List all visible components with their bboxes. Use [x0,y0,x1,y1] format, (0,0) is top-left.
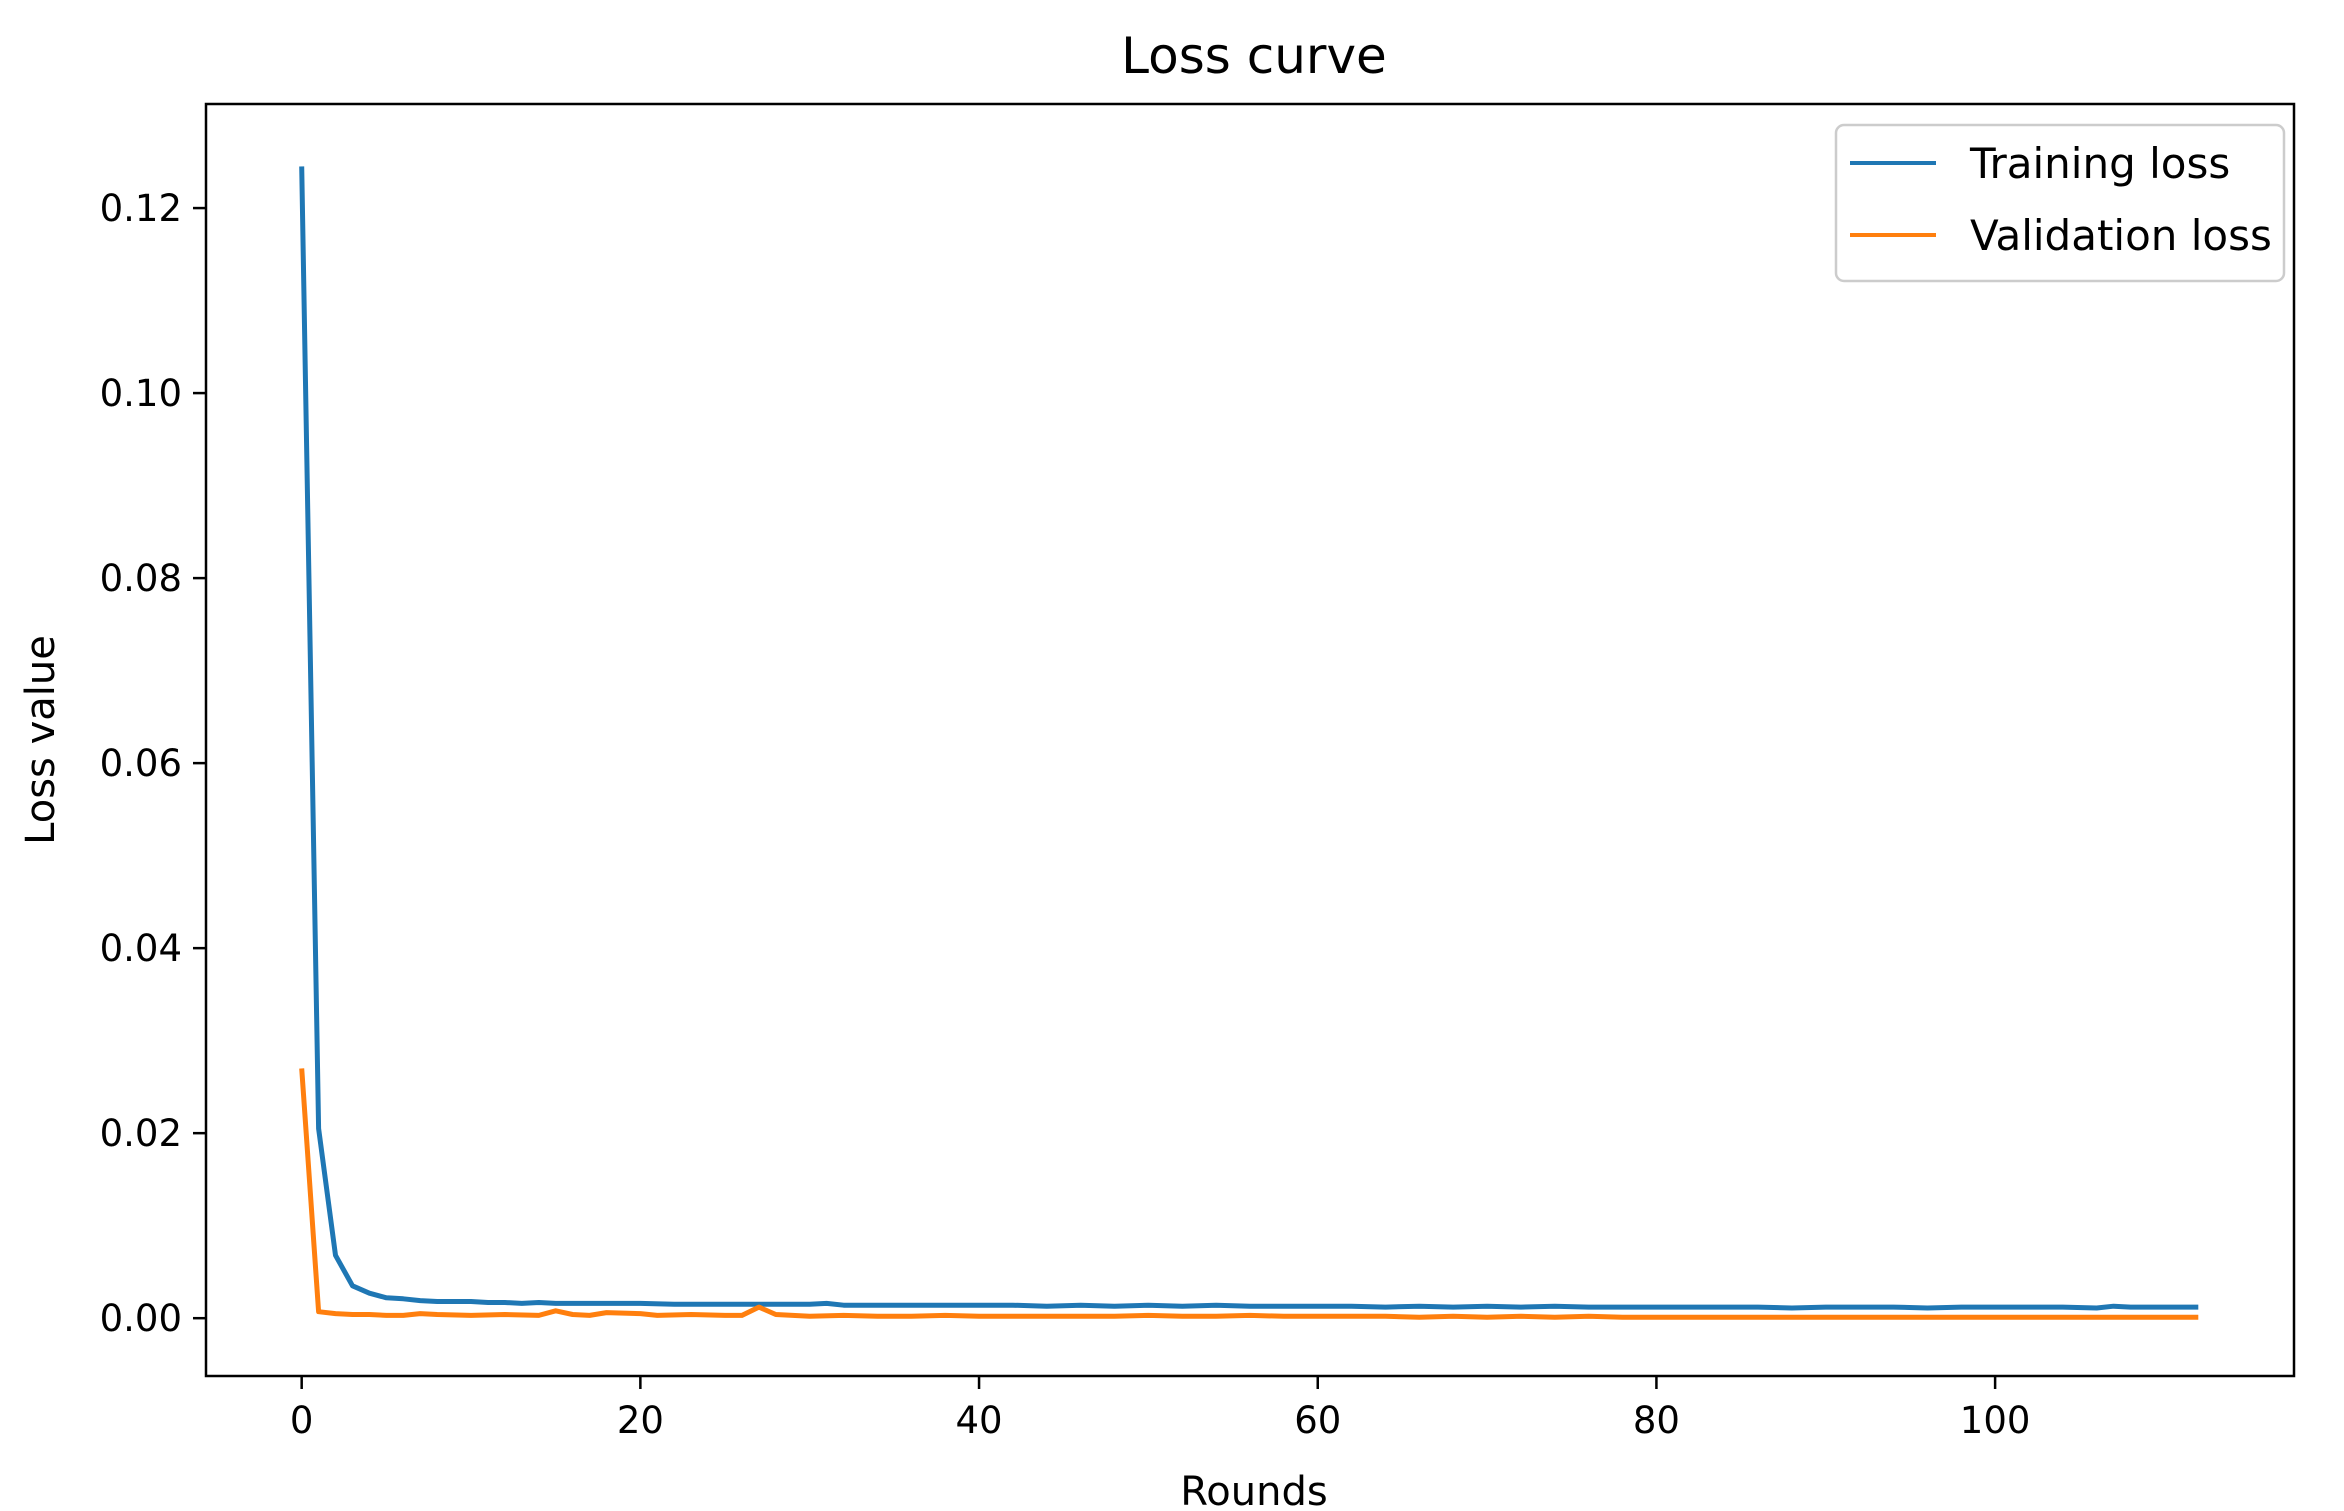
x-axis-ticks: 0 20 40 60 80 100 [290,1376,2031,1442]
x-tick-label: 60 [1294,1399,1341,1442]
y-tick-label: 0.12 [100,187,182,230]
plot-background [206,104,2294,1376]
series-layer [299,166,2199,1320]
legend-label-validation-loss: Validation loss [1970,211,2272,260]
y-tick-label: 0.06 [100,742,182,785]
plot-frame [204,102,2296,1378]
x-tick-label: 40 [956,1399,1003,1442]
series-line-validation-loss [299,1068,2199,1320]
y-axis-label: Loss value [18,635,64,845]
plot-area [204,102,2296,1378]
y-tick-label: 0.00 [100,1297,182,1340]
y-axis-ticks: 0.00 0.02 0.04 0.06 0.08 0.10 0.12 [100,187,206,1340]
y-tick-label: 0.04 [100,927,182,970]
x-tick-label: 0 [290,1399,314,1442]
x-axis-label: Rounds [1180,1469,1327,1511]
legend-label-training-loss: Training loss [1969,139,2230,188]
y-tick-label: 0.10 [100,372,182,415]
legend-frame [1834,123,2286,283]
y-tick-label: 0.02 [100,1112,182,1155]
y-tick-label: 0.08 [100,557,182,600]
x-tick-label: 100 [1960,1399,2031,1442]
x-tick-label: 80 [1633,1399,1680,1442]
series-line-training-loss [299,166,2199,1311]
legend: Training loss Validation loss [1834,123,2286,283]
x-tick-label: 20 [617,1399,664,1442]
chart-title: Loss curve [1121,27,1387,85]
